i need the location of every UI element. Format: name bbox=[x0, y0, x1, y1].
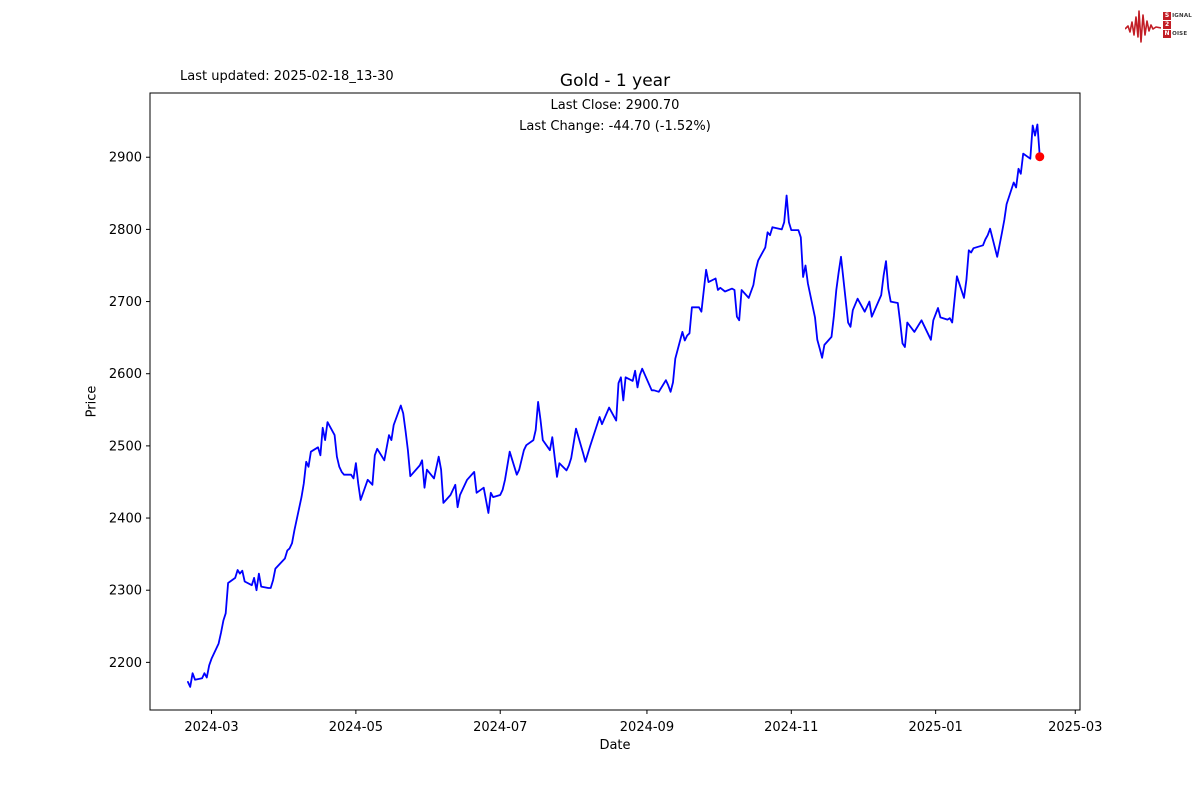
waveform-icon bbox=[1125, 10, 1162, 43]
logo-badge-s: S bbox=[1163, 12, 1172, 20]
y-tick-label: 2900 bbox=[109, 151, 142, 166]
logo-rest-signal: IGNAL bbox=[1172, 13, 1192, 19]
signal2noise-logo: S IGNAL 2 N OISE bbox=[1125, 4, 1192, 46]
x-tick-label: 2024-05 bbox=[329, 720, 383, 735]
y-tick-label: 2400 bbox=[109, 512, 142, 527]
logo-badge-2: 2 bbox=[1163, 21, 1172, 29]
y-tick-label: 2700 bbox=[109, 295, 142, 310]
plot-border bbox=[149, 92, 1081, 711]
x-tick-label: 2024-09 bbox=[620, 720, 674, 735]
y-tick-label: 2300 bbox=[109, 584, 142, 599]
x-tick-label: 2024-11 bbox=[764, 720, 818, 735]
last-change-text: Last Change: -44.70 (-1.52%) bbox=[519, 119, 711, 134]
logo-rest-noise: OISE bbox=[1172, 31, 1188, 37]
x-tick-label: 2024-03 bbox=[184, 720, 238, 735]
last-price-marker bbox=[1035, 152, 1045, 162]
x-tick-label: 2025-03 bbox=[1048, 720, 1102, 735]
x-tick-label: 2025-01 bbox=[908, 720, 962, 735]
x-tick-label: 2024-07 bbox=[473, 720, 527, 735]
logo-row-signal: S IGNAL bbox=[1163, 12, 1192, 20]
logo-badge-n: N bbox=[1163, 30, 1172, 38]
last-updated-text: Last updated: 2025-02-18_13-30 bbox=[180, 69, 394, 84]
x-axis-label: Date bbox=[599, 738, 631, 753]
logo-text: S IGNAL 2 N OISE bbox=[1163, 12, 1192, 38]
y-tick-label: 2800 bbox=[109, 223, 142, 238]
logo-row-2: 2 bbox=[1163, 21, 1192, 29]
last-close-text: Last Close: 2900.70 bbox=[550, 98, 680, 113]
y-axis-label: Price bbox=[84, 385, 100, 418]
y-tick-label: 2500 bbox=[109, 439, 142, 454]
annotation: Last Close: 2900.70 Last Change: -44.70 … bbox=[150, 95, 1080, 137]
y-tick-label: 2200 bbox=[109, 656, 142, 671]
y-tick-label: 2600 bbox=[109, 367, 142, 382]
price-line bbox=[187, 123, 1041, 688]
logo-row-noise: N OISE bbox=[1163, 30, 1192, 38]
chart-title: Gold - 1 year bbox=[559, 71, 671, 91]
